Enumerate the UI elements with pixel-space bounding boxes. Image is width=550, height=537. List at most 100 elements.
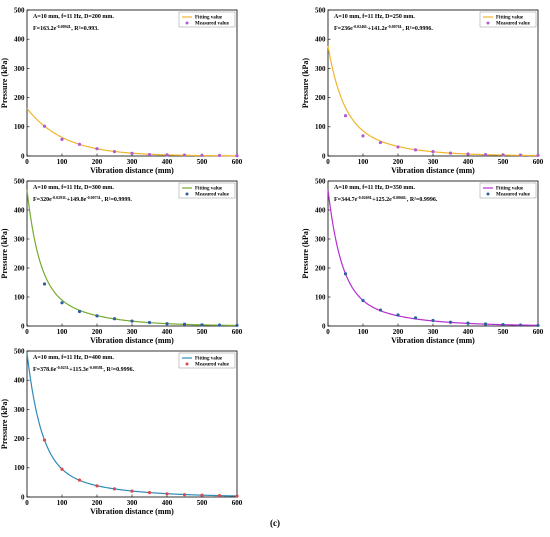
measured-point (147, 320, 152, 325)
measured-point (95, 314, 99, 318)
measured-point (536, 323, 540, 328)
x-tick-label: 500 (197, 158, 208, 166)
x-tick-label: 200 (393, 328, 404, 336)
legend-box (479, 11, 537, 28)
x-tick-label: 200 (92, 499, 103, 507)
y-tick-label: 0 (21, 152, 25, 160)
measured-point (60, 301, 64, 305)
measured-point (182, 322, 187, 326)
y-tick-label: 200 (14, 94, 25, 102)
annotation-params: A=10 mm, f=11 Hz, D=200 mm. (33, 14, 114, 20)
measured-point (165, 322, 169, 326)
measured-point (483, 152, 488, 157)
x-tick-label: 0 (326, 328, 330, 336)
y-tick-label: 200 (14, 264, 25, 272)
legend-fit-label: Fitting value (496, 187, 524, 192)
y-tick-label: 100 (315, 293, 326, 301)
y-tick-label: 200 (14, 435, 25, 443)
measured-point (147, 491, 152, 495)
annotation-formula: F=344.7e-0.0269L+125.2e-0.0066L, R²=0.99… (334, 195, 438, 204)
chart-panel-2: 0 100 200 300 400 500 600 0 100 200 300 400 500 Vibra… (301, 6, 544, 175)
x-tick-label: 600 (232, 499, 243, 507)
legend-measured-label: Measured value (195, 22, 230, 27)
y-tick-label: 300 (315, 235, 326, 243)
legend-measured-swatch (185, 362, 189, 366)
measured-point (77, 478, 82, 482)
legend-measured-label: Measured value (195, 193, 230, 198)
plot-frame (327, 9, 539, 157)
measured-point (448, 320, 453, 324)
measured-point (77, 309, 82, 314)
annotation-params: A=10 mm, f=11 Hz, D=300 mm. (33, 185, 114, 191)
x-tick-label: 100 (358, 158, 369, 166)
y-tick-label: 500 (14, 177, 25, 185)
measured-point (112, 317, 117, 321)
x-axis-title: Vibration distance (mm) (90, 336, 174, 345)
y-tick-label: 300 (14, 65, 25, 73)
y-tick-label: 100 (315, 123, 326, 131)
fitting-curve (327, 189, 539, 326)
x-tick-label: 400 (463, 328, 474, 336)
y-tick-label: 0 (322, 152, 326, 160)
chart-panel-4: 0 100 200 300 400 500 600 0 100 200 300 400 500 Vibra… (301, 177, 544, 345)
y-tick-label: 500 (14, 347, 25, 355)
measured-point (130, 151, 134, 155)
annotation-params: A=10 mm, f=11 Hz, D=250 mm. (334, 14, 415, 20)
measured-point (42, 124, 47, 128)
x-tick-label: 400 (463, 158, 474, 166)
legend-measured-swatch (486, 192, 490, 196)
legend-box (178, 182, 236, 199)
y-axis-title: Pressure (kPa) (0, 58, 9, 108)
measured-point (165, 153, 169, 157)
measured-point (466, 152, 470, 156)
plot-frame (26, 180, 238, 327)
measured-point (165, 492, 169, 496)
y-tick-label: 100 (14, 293, 25, 301)
chart-panel-3: 0 100 200 300 400 500 600 0 100 200 300 400 500 Vibra… (0, 177, 243, 345)
annotation-params: A=10 mm, f=11 Hz, D=350 mm. (334, 185, 415, 191)
fitting-curve (327, 45, 539, 157)
legend-fit-label: Fitting value (195, 16, 223, 21)
fitting-curve (26, 189, 238, 327)
measured-point (217, 153, 222, 158)
measured-point (95, 147, 99, 151)
measured-point (431, 150, 435, 154)
measured-point (431, 318, 435, 323)
x-tick-label: 500 (498, 158, 509, 166)
measured-point (378, 308, 383, 312)
x-tick-label: 200 (393, 158, 404, 166)
measured-point (501, 322, 505, 327)
measured-point (130, 319, 134, 323)
y-tick-label: 200 (315, 264, 326, 272)
chart-panel-5: 0 100 200 300 400 500 600 0 100 200 300 400 500 Vibra… (0, 347, 243, 516)
measured-point (200, 493, 204, 497)
measured-point (235, 494, 239, 498)
y-tick-label: 400 (315, 36, 326, 44)
x-tick-label: 300 (127, 158, 138, 166)
measured-point (217, 323, 222, 327)
measured-point (182, 153, 187, 157)
y-tick-label: 100 (14, 123, 25, 131)
figure-label: (c) (270, 518, 280, 528)
measured-point (361, 298, 365, 303)
x-tick-label: 500 (197, 499, 208, 507)
y-tick-label: 400 (315, 206, 326, 214)
y-tick-label: 200 (315, 94, 326, 102)
y-tick-label: 100 (14, 464, 25, 472)
measured-point (483, 322, 488, 326)
x-tick-label: 100 (57, 499, 68, 507)
x-tick-label: 300 (127, 328, 138, 336)
y-tick-label: 500 (315, 6, 326, 14)
measured-point (501, 153, 505, 157)
legend-fit-label: Fitting value (195, 357, 223, 362)
annotation-params: A=10 mm, f=11 Hz, D=400 mm. (33, 355, 114, 361)
fitting-curve (26, 107, 237, 157)
x-tick-label: 600 (232, 328, 243, 336)
fitting-curve (26, 352, 238, 497)
measured-point (518, 323, 523, 327)
y-tick-label: 300 (14, 235, 25, 243)
measured-point (42, 282, 47, 286)
x-tick-label: 100 (358, 328, 369, 336)
legend-measured-label: Measured value (496, 22, 531, 27)
measured-point (235, 323, 239, 328)
